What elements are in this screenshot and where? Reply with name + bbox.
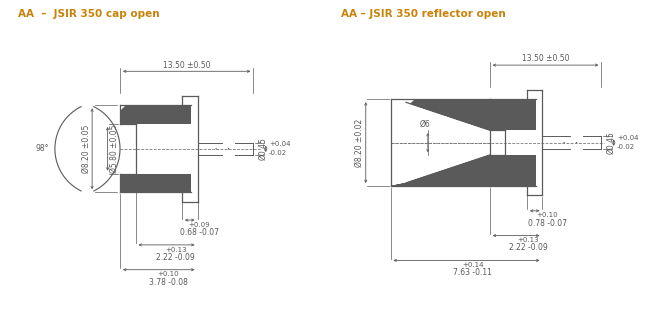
Text: 3.78 -0.08: 3.78 -0.08	[149, 277, 187, 287]
Text: +0.13: +0.13	[518, 237, 539, 243]
Text: -0.02: -0.02	[617, 144, 635, 150]
Text: 13.50 ±0.50: 13.50 ±0.50	[522, 54, 569, 64]
Text: +0.10: +0.10	[157, 271, 179, 277]
Text: +0.04: +0.04	[617, 135, 639, 141]
Text: AA  –  JSIR 350 cap open: AA – JSIR 350 cap open	[18, 9, 159, 19]
Text: 13.50 ±0.50: 13.50 ±0.50	[163, 60, 210, 70]
Text: 2.22 -0.09: 2.22 -0.09	[509, 243, 548, 253]
Text: Ø6: Ø6	[419, 119, 430, 129]
Text: 0.78 -0.07: 0.78 -0.07	[528, 219, 567, 228]
Text: +0.04: +0.04	[269, 141, 291, 147]
Text: Ø5.80 ±0.05: Ø5.80 ±0.05	[109, 125, 118, 173]
Text: 2.22 -0.09: 2.22 -0.09	[157, 253, 195, 262]
Text: AA – JSIR 350 reflector open: AA – JSIR 350 reflector open	[341, 9, 505, 19]
Text: +0.13: +0.13	[165, 246, 187, 253]
Text: Ø8.20 ±0.02: Ø8.20 ±0.02	[355, 118, 364, 167]
Text: 7.63 -0.11: 7.63 -0.11	[453, 268, 492, 277]
Text: Ø0.45: Ø0.45	[606, 131, 615, 154]
Text: 98°: 98°	[35, 144, 49, 153]
Text: -0.02: -0.02	[269, 150, 287, 157]
Text: Ø8.20 ±0.05: Ø8.20 ±0.05	[82, 125, 90, 173]
Text: +0.09: +0.09	[188, 222, 210, 228]
Text: Ø0.45: Ø0.45	[258, 137, 267, 160]
Text: +0.14: +0.14	[462, 262, 483, 268]
Text: +0.10: +0.10	[536, 212, 558, 219]
Text: 0.68 -0.07: 0.68 -0.07	[180, 228, 219, 237]
